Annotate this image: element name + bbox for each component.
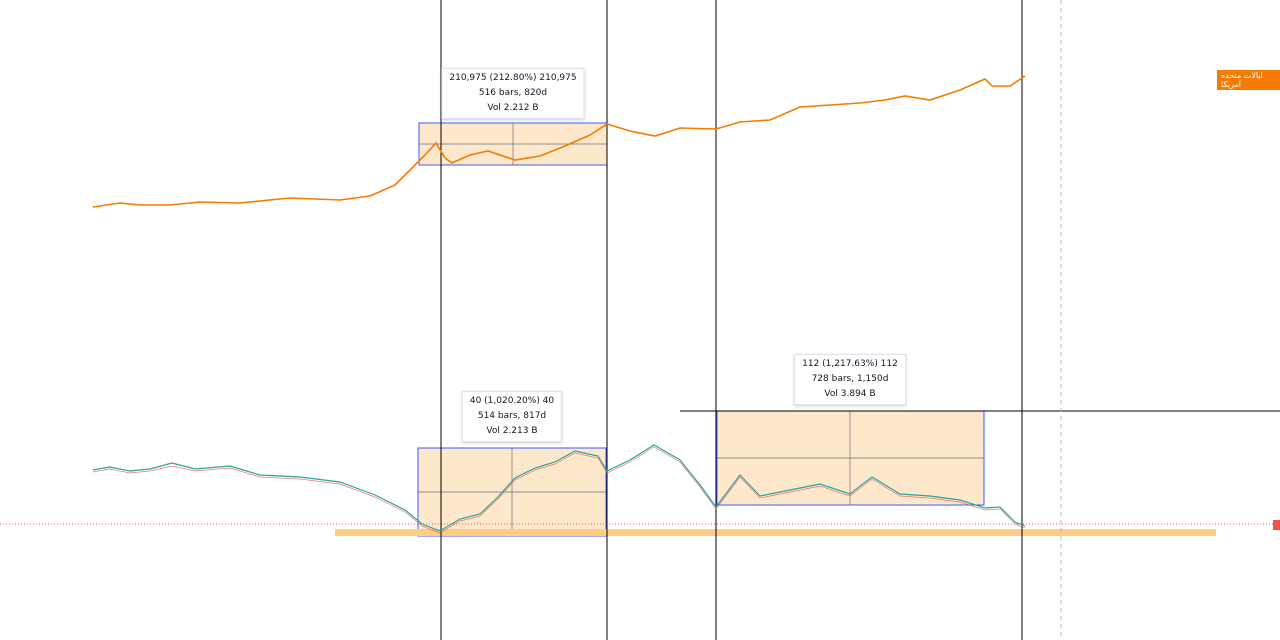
price-line-down <box>92 446 1026 534</box>
measure-label: 210,975 (212.80%) 210,975 516 bars, 820d… <box>441 68 585 119</box>
volume: Vol 3.894 B <box>824 389 876 399</box>
price-tag <box>1273 520 1280 530</box>
bars: 728 bars, 1,150d <box>811 374 889 384</box>
price-line-up <box>92 444 1026 532</box>
bars: 514 bars, 817d <box>477 411 547 421</box>
vertical-lines <box>440 0 1280 640</box>
volume: Vol 2.212 B <box>487 103 539 113</box>
change: 210,975 (212.80%) 210,975 <box>449 73 577 83</box>
change: 40 (1,020.20%) 40 <box>469 396 555 406</box>
index-line <box>92 75 1026 208</box>
measure-label: 112 (1,217.63%) 112 728 bars, 1,150d Vol… <box>794 354 906 405</box>
support-zone <box>335 529 1216 536</box>
measure-arrows <box>418 123 984 536</box>
volume: Vol 2.213 B <box>486 426 538 436</box>
bars: 516 bars, 820d <box>478 88 548 98</box>
change: 112 (1,217.63%) 112 <box>802 359 898 369</box>
measure-label: 40 (1,020.20%) 40 514 bars, 817d Vol 2.2… <box>461 391 563 442</box>
series-label: ایالات متحده آمریکا <box>1217 70 1280 90</box>
